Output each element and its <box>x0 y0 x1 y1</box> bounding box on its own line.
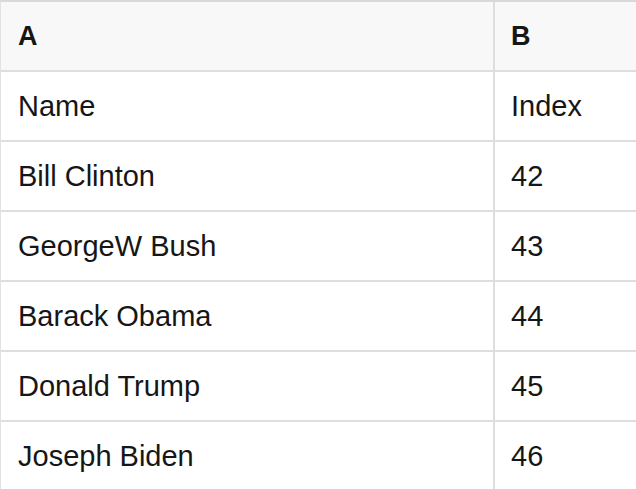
table-cell-b[interactable]: Index <box>495 72 636 140</box>
table-row: Donald Trump 45 <box>1 352 636 422</box>
table-row: Joseph Biden 46 <box>1 422 636 489</box>
column-header-b[interactable]: B <box>495 2 636 70</box>
table-row: Name Index <box>1 72 636 142</box>
table-row: GeorgeW Bush 43 <box>1 212 636 282</box>
table-cell-b[interactable]: 46 <box>495 422 636 489</box>
spreadsheet-table: A B Name Index Bill Clinton 42 GeorgeW B… <box>0 0 636 489</box>
table-cell-b[interactable]: 43 <box>495 212 636 280</box>
column-header-row: A B <box>1 2 636 72</box>
table-body: Name Index Bill Clinton 42 GeorgeW Bush … <box>1 72 636 489</box>
table-cell-a[interactable]: Barack Obama <box>1 282 495 350</box>
column-header-a[interactable]: A <box>1 2 495 70</box>
table-cell-a[interactable]: Donald Trump <box>1 352 495 420</box>
table-cell-a[interactable]: Joseph Biden <box>1 422 495 489</box>
table-cell-a[interactable]: GeorgeW Bush <box>1 212 495 280</box>
table-cell-a[interactable]: Bill Clinton <box>1 142 495 210</box>
table-row: Barack Obama 44 <box>1 282 636 352</box>
table-cell-b[interactable]: 45 <box>495 352 636 420</box>
table-cell-b[interactable]: 42 <box>495 142 636 210</box>
table-cell-b[interactable]: 44 <box>495 282 636 350</box>
table-row: Bill Clinton 42 <box>1 142 636 212</box>
table-cell-a[interactable]: Name <box>1 72 495 140</box>
